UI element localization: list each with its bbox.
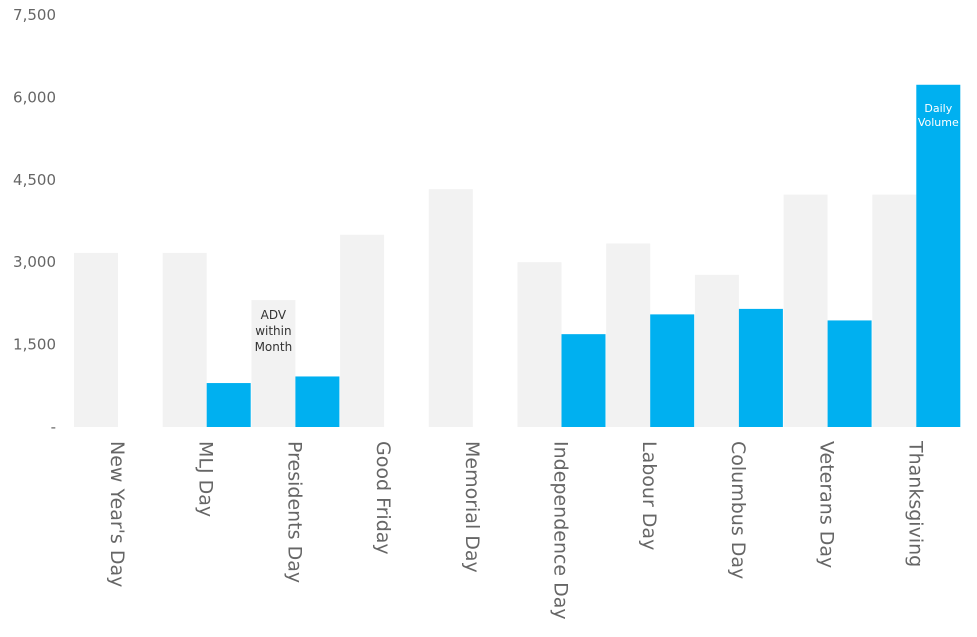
bar-daily-volume	[206, 383, 251, 427]
bar-adv	[74, 252, 118, 427]
bar-daily-volume	[561, 334, 606, 427]
bar-adv	[606, 243, 651, 427]
y-tick-label: 7,500	[13, 6, 56, 24]
bars	[74, 84, 961, 428]
series-label-adv: ADV	[261, 308, 287, 322]
bar-daily-volume	[650, 314, 695, 427]
series-label-adv: within	[255, 324, 291, 338]
bar-adv	[340, 234, 385, 427]
bar-daily-volume	[295, 376, 340, 427]
category-label: Labour Day	[638, 441, 660, 550]
y-tick-label: 1,500	[13, 336, 56, 354]
bar-adv	[162, 252, 207, 427]
bar-adv	[783, 194, 828, 427]
category-label: Thanksgiving	[904, 440, 926, 567]
series-label-daily-volume: Daily	[924, 102, 952, 115]
bar-adv	[872, 194, 917, 427]
y-axis: - 1,500 3,000 4,500 6,000 7,500	[13, 6, 56, 436]
y-tick-label: -	[51, 418, 56, 436]
bar-adv	[251, 300, 296, 427]
category-label: Veterans Day	[816, 441, 838, 568]
category-label: Presidents Day	[283, 441, 305, 583]
bar-adv	[517, 262, 562, 427]
bar-adv	[694, 274, 739, 427]
category-label: New Year's Day	[106, 441, 128, 587]
category-label: MLJ Day	[195, 441, 217, 517]
series-label-daily-volume: Volume	[918, 116, 959, 129]
category-label: Good Friday	[372, 441, 394, 555]
bar-daily-volume	[827, 320, 872, 427]
category-label: Memorial Day	[461, 441, 483, 573]
bar-daily-volume	[916, 84, 961, 428]
category-label: Independence Day	[550, 441, 572, 620]
x-axis: New Year's Day MLJ Day Presidents Day Good …	[106, 440, 926, 620]
bar-daily-volume	[738, 308, 783, 427]
category-label: Columbus Day	[727, 441, 749, 579]
y-tick-label: 6,000	[13, 88, 56, 106]
series-label-adv: Month	[255, 340, 293, 354]
y-tick-label: 4,500	[13, 171, 56, 189]
y-tick-label: 3,000	[13, 253, 56, 271]
bar-adv	[428, 189, 473, 427]
